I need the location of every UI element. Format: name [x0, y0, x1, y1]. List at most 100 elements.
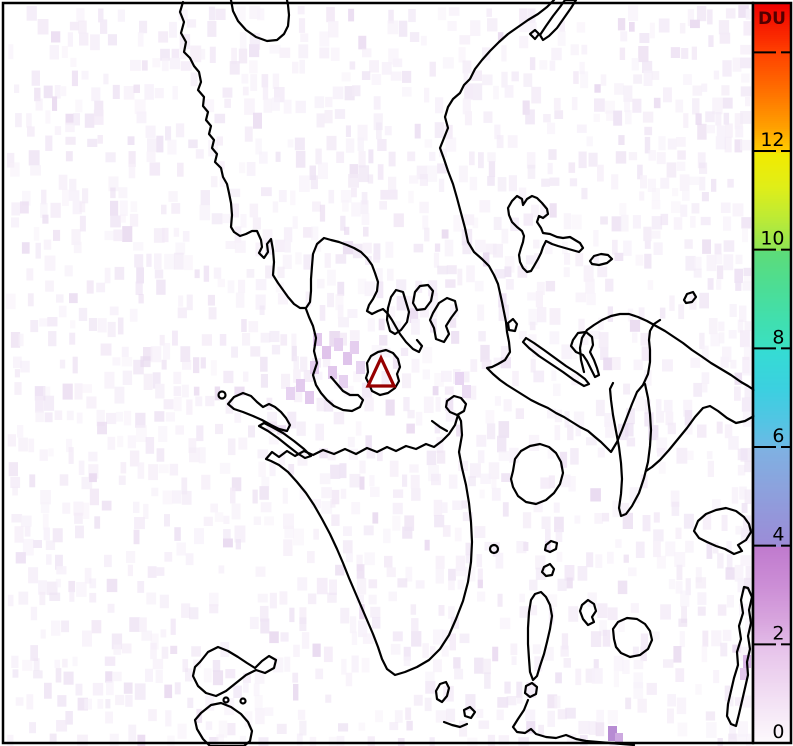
colorbar-gradient-row — [754, 31, 790, 34]
noise-pixel — [307, 593, 317, 605]
noise-pixel — [272, 73, 280, 89]
noise-pixel — [551, 47, 562, 61]
noise-pixel — [426, 165, 438, 182]
noise-pixel — [740, 646, 751, 661]
colorbar-border — [751, 1, 793, 745]
noise-pixel — [463, 214, 475, 226]
noise-pixel — [194, 269, 200, 279]
noise-pixel — [146, 151, 156, 163]
noise-pixel — [210, 503, 218, 513]
colorbar-gradient-row — [754, 59, 790, 62]
noise-pixel — [732, 203, 744, 217]
noise-pixel — [135, 281, 143, 295]
noise-pixel — [51, 31, 61, 43]
colorbar-gradient-row — [754, 269, 790, 272]
noise-pixel — [155, 383, 165, 399]
noise-pixel — [18, 591, 29, 605]
noise-pixel — [594, 98, 605, 112]
noise-pixel — [600, 216, 608, 225]
colorbar-tick-label: 10 — [760, 228, 784, 250]
noise-pixel — [477, 304, 485, 321]
colorbar-gradient-row — [754, 9, 790, 12]
coastline-dot-island — [222, 696, 230, 704]
noise-pixel — [231, 47, 237, 65]
noise-pixel — [113, 644, 122, 655]
noise-pixel — [262, 87, 269, 100]
noise-pixel — [728, 436, 739, 450]
noise-pixel — [459, 633, 470, 644]
noise-pixel — [388, 48, 399, 65]
noise-pixel — [695, 684, 702, 695]
noise-pixel — [234, 525, 246, 543]
noise-pixel — [390, 643, 401, 655]
noise-pixel — [734, 268, 743, 283]
noise-pixel — [667, 708, 674, 724]
noise-pixel — [59, 474, 69, 486]
noise-pixel — [258, 461, 266, 477]
noise-pixel — [74, 512, 83, 524]
noise-pixel — [448, 606, 455, 619]
noise-pixel-strong — [356, 361, 365, 374]
noise-pixel — [579, 61, 585, 75]
noise-pixel — [100, 343, 112, 356]
noise-pixel — [33, 540, 42, 548]
noise-pixel — [319, 473, 331, 485]
noise-pixel — [699, 292, 709, 309]
noise-pixel — [189, 607, 199, 620]
noise-pixel — [447, 21, 457, 31]
coastline-islet-blob-s2 — [540, 562, 556, 578]
colorbar-gradient-row — [754, 261, 790, 264]
colorbar-gradient-row — [754, 81, 790, 84]
colorbar-gradient-row — [754, 55, 790, 58]
noise-pixel — [57, 695, 67, 707]
noise-pixel — [683, 399, 693, 417]
colorbar-gradient-row — [754, 139, 790, 142]
colorbar-gradient-row — [754, 147, 790, 150]
noise-pixel — [670, 47, 681, 58]
noise-pixel — [553, 383, 561, 396]
noise-pixel — [351, 655, 359, 673]
colorbar-gradient-row — [754, 221, 790, 224]
noise-pixel — [153, 228, 165, 243]
colorbar-gradient-row — [754, 453, 790, 456]
noise-pixel — [501, 473, 511, 482]
noise-pixel — [327, 269, 336, 286]
noise-pixel — [734, 113, 743, 130]
noise-pixel — [454, 668, 464, 680]
noise-pixel — [140, 356, 151, 368]
noise-pixel — [533, 500, 543, 513]
noise-pixel — [363, 525, 374, 536]
noise-pixel — [500, 346, 509, 358]
noise-pixel — [315, 423, 324, 441]
noise-pixel — [425, 671, 435, 682]
noise-pixel — [716, 421, 723, 434]
noise-pixel — [644, 253, 652, 269]
noise-pixel — [21, 242, 30, 254]
noise-pixel — [51, 620, 61, 636]
noise-pixel — [215, 8, 226, 20]
noise-pixel — [655, 399, 662, 411]
noise-pixel — [44, 255, 56, 271]
noise-pixel — [695, 567, 702, 583]
noise-pixel — [387, 268, 394, 281]
noise-pixel — [741, 217, 751, 229]
noise-pixel — [72, 656, 78, 667]
colorbar-gradient-row — [754, 671, 790, 674]
noise-pixel — [697, 152, 706, 169]
noise-pixel — [442, 525, 451, 537]
noise-pixel-strong — [296, 379, 305, 392]
noise-pixel — [697, 606, 706, 616]
noise-pixel — [260, 356, 268, 372]
noise-pixel — [81, 70, 89, 80]
noise-pixel — [735, 254, 743, 265]
noise-pixel — [581, 187, 588, 200]
noise-pixel — [154, 269, 164, 279]
noise-pixel — [223, 529, 231, 542]
noise-pixel — [186, 294, 193, 311]
noise-pixel — [351, 631, 358, 645]
noise-pixel — [640, 633, 648, 647]
noise-pixel — [504, 266, 512, 278]
noise-pixel — [607, 710, 618, 725]
noise-pixel — [298, 18, 306, 33]
colorbar-gradient-row — [754, 41, 790, 44]
